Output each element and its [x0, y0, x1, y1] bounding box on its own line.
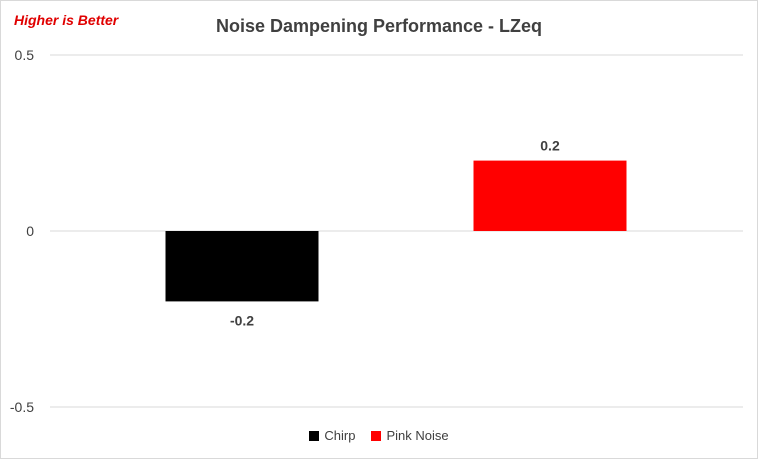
legend-item-pink-noise: Pink Noise [371, 428, 449, 443]
data-label: -0.2 [230, 312, 254, 328]
y-tick-label: -0.5 [10, 399, 34, 415]
legend-swatch-chirp [309, 430, 320, 441]
chart-title: Noise Dampening Performance - LZeq [215, 16, 543, 36]
bar-pink-noise [473, 160, 627, 231]
legend-swatch-pink-noise [371, 430, 382, 441]
bar-chirp [165, 231, 319, 302]
data-label: 0.2 [540, 138, 560, 154]
legend-label-chirp: Chirp [324, 428, 356, 443]
legend-label-pink-noise: Pink Noise [386, 428, 449, 443]
higher-is-better-note: Higher is Better [14, 12, 119, 28]
chart-legend: Chirp Pink Noise [0, 428, 758, 443]
legend-item-chirp: Chirp [309, 428, 355, 443]
y-tick-label: 0 [26, 223, 34, 239]
y-tick-label: 0.5 [15, 47, 35, 63]
